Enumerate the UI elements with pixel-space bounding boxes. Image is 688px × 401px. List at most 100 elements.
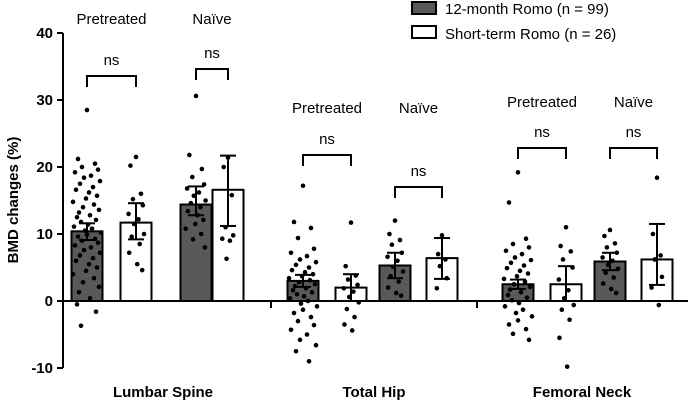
significance-bracket — [195, 68, 229, 80]
data-point — [443, 257, 448, 262]
data-point — [298, 301, 304, 306]
data-point — [289, 267, 295, 273]
y-tick-label: -10 — [31, 360, 53, 377]
y-axis-label: BMD changes (%) — [5, 137, 22, 264]
data-point — [187, 152, 192, 158]
legend-swatch-12-month — [411, 1, 437, 15]
data-point — [219, 236, 225, 241]
legend: 12-month Romo (n = 99) Short-term Romo (… — [411, 1, 616, 43]
data-point — [221, 164, 227, 170]
data-point — [343, 263, 348, 269]
data-point — [397, 237, 403, 243]
data-point — [300, 307, 306, 313]
data-point — [654, 175, 660, 181]
data-point — [306, 359, 312, 364]
y-tick-label: 10 — [36, 226, 53, 243]
data-point — [512, 255, 518, 260]
data-point — [309, 289, 315, 295]
data-point — [83, 196, 89, 201]
data-point — [137, 241, 143, 247]
data-point — [385, 254, 390, 260]
data-point — [567, 317, 572, 323]
data-point — [603, 270, 608, 276]
data-point — [501, 276, 507, 282]
data-point — [297, 257, 303, 262]
data-point — [656, 302, 662, 308]
data-point — [515, 170, 521, 175]
data-point — [128, 163, 133, 168]
data-point — [560, 257, 566, 262]
data-point — [307, 277, 313, 283]
data-point — [90, 255, 96, 261]
data-point — [138, 191, 144, 197]
data-point — [345, 277, 351, 282]
data-point — [93, 217, 99, 223]
data-point — [95, 240, 101, 246]
significance-bracket — [394, 186, 443, 198]
data-point — [600, 281, 606, 286]
y-tick-label: 0 — [45, 293, 53, 310]
data-point — [75, 234, 81, 239]
data-point — [294, 292, 300, 297]
data-point — [527, 284, 533, 290]
data-point — [385, 285, 391, 290]
data-point — [658, 253, 663, 258]
data-point — [288, 250, 294, 256]
data-point — [203, 198, 208, 203]
data-point — [295, 235, 301, 241]
data-point — [604, 245, 610, 250]
data-point — [392, 218, 398, 223]
data-point — [98, 230, 104, 235]
y-tick-label: 20 — [36, 159, 53, 176]
data-point — [91, 275, 97, 281]
data-point — [313, 342, 319, 348]
data-point — [287, 296, 293, 301]
data-point — [310, 271, 316, 277]
subgroup-label: Pretreated — [76, 11, 146, 28]
subgroup-label: Naïve — [192, 11, 231, 28]
data-point — [355, 282, 360, 288]
data-point — [521, 263, 527, 268]
data-point — [526, 337, 532, 343]
data-point — [92, 161, 98, 166]
data-point — [134, 261, 140, 267]
significance-bracket — [609, 147, 658, 159]
data-point — [305, 298, 311, 304]
data-point — [556, 277, 562, 282]
data-point — [566, 287, 571, 293]
data-point — [602, 233, 607, 239]
data-point — [88, 245, 94, 250]
data-point — [136, 216, 141, 222]
data-point — [510, 331, 516, 337]
data-point — [517, 268, 523, 274]
data-point — [649, 285, 654, 290]
subgroup-label: Naïve — [614, 94, 653, 111]
data-point — [74, 214, 80, 220]
subgroup-label: Pretreated — [292, 100, 362, 117]
data-point — [130, 196, 136, 202]
data-point — [229, 192, 235, 198]
data-point — [133, 154, 139, 160]
data-point — [198, 204, 203, 210]
data-point — [511, 281, 517, 287]
data-point — [344, 306, 350, 312]
data-point — [141, 231, 147, 237]
data-point — [296, 279, 302, 285]
data-point — [510, 241, 516, 247]
data-point — [94, 193, 100, 199]
data-point — [227, 238, 233, 243]
data-point — [308, 225, 314, 231]
data-point — [126, 211, 131, 217]
data-point — [652, 257, 658, 262]
data-point — [612, 241, 618, 246]
data-point — [70, 199, 76, 205]
data-point — [97, 250, 103, 256]
significance-label: ns — [626, 124, 642, 141]
data-point — [514, 273, 520, 279]
data-point — [190, 237, 196, 242]
data-point — [94, 265, 100, 270]
data-point — [504, 265, 510, 271]
data-point — [608, 286, 614, 292]
data-point — [304, 253, 310, 259]
data-point — [387, 231, 392, 237]
